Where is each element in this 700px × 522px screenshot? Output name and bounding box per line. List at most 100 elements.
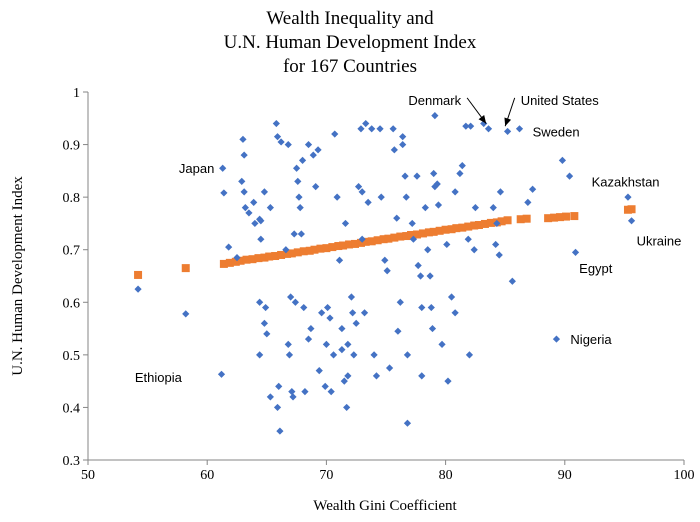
data-point: [433, 180, 441, 188]
data-point: [233, 254, 241, 262]
data-point: [260, 188, 269, 196]
data-point: [257, 217, 265, 225]
trend-point: [424, 228, 433, 237]
trend-point: [550, 213, 559, 222]
trend-point: [412, 230, 421, 239]
data-point: [266, 204, 274, 212]
data-point: [396, 298, 404, 306]
trend-point: [260, 253, 269, 262]
trend-point: [305, 246, 314, 255]
trend-point: [334, 242, 343, 251]
data-point: [287, 293, 295, 301]
data-point: [277, 138, 285, 146]
data-point: [489, 204, 497, 212]
data-point: [304, 140, 313, 149]
data-point: [289, 393, 297, 401]
data-point: [515, 125, 524, 133]
data-point: [403, 419, 412, 427]
annotation-label: Denmark: [408, 93, 461, 108]
data-point: [496, 188, 505, 196]
data-point: [350, 351, 358, 359]
data-point: [285, 351, 294, 359]
data-point: [338, 324, 346, 333]
trend-point: [503, 216, 512, 225]
data-point: [358, 188, 366, 196]
trend-point: [516, 215, 525, 224]
trend-point: [361, 237, 370, 246]
trend-point: [271, 252, 280, 261]
trend-point: [134, 270, 143, 279]
trend-point: [181, 264, 190, 273]
data-point: [399, 133, 407, 141]
trend-point: [345, 240, 354, 249]
y-axis-ticks: 0.3 0.4 0.5 0.6 0.7 0.8 0.9 1: [63, 86, 88, 469]
annotation-arrowhead: [504, 117, 512, 127]
data-point: [430, 169, 438, 178]
data-point: [326, 314, 334, 322]
annotation-label: Egypt: [579, 261, 613, 276]
data-point: [282, 246, 290, 254]
data-point: [408, 219, 416, 228]
data-point: [307, 324, 315, 333]
data-point: [370, 351, 378, 359]
data-point: [256, 351, 264, 359]
x-tick-label: 50: [81, 468, 95, 483]
annotation-label: United States: [521, 93, 600, 108]
data-point: [322, 340, 330, 348]
data-point: [309, 151, 317, 159]
trend-point: [379, 235, 388, 244]
trend-point: [351, 239, 360, 248]
data-point: [276, 427, 284, 435]
data-point: [444, 377, 452, 385]
data-point: [438, 340, 446, 348]
data-point: [416, 272, 425, 280]
trend-point: [497, 217, 506, 226]
data-point: [571, 248, 580, 256]
annotation-label: Ethiopia: [135, 370, 183, 385]
data-point: [314, 146, 322, 154]
data-point: [304, 335, 313, 343]
data-point: [529, 185, 537, 193]
data-point: [347, 293, 356, 301]
data-point: [296, 204, 304, 212]
annotation-arrowhead: [478, 115, 487, 124]
y-tick-label: 0.9: [63, 139, 81, 154]
trend-point: [402, 232, 411, 241]
y-axis-title: U.N. Human Development Index: [10, 176, 26, 376]
x-axis-title: Wealth Gini Coefficient: [313, 498, 457, 514]
trend-point: [627, 205, 636, 214]
x-tick-label: 100: [674, 468, 695, 483]
data-point: [424, 246, 432, 254]
annotation-label: Nigeria: [570, 332, 612, 347]
data-point: [288, 388, 296, 396]
trend-point: [390, 233, 399, 242]
trend-point: [322, 244, 331, 253]
data-point: [273, 133, 282, 141]
data-point: [335, 256, 344, 264]
data-point: [443, 240, 451, 249]
data-point: [493, 219, 501, 228]
data-point: [340, 377, 348, 385]
data-point: [219, 164, 227, 172]
y-tick-label: 1: [73, 86, 80, 101]
data-point: [394, 327, 402, 335]
data-point: [434, 201, 443, 209]
chart-title-line-3: for 167 Countries: [283, 56, 417, 77]
data-point: [182, 310, 190, 318]
data-point: [456, 169, 464, 178]
trend-point: [248, 255, 257, 264]
data-point: [298, 156, 307, 164]
data-point: [503, 127, 512, 136]
trend-point: [522, 214, 531, 223]
data-point: [257, 235, 265, 243]
x-axis-ticks: 50 60 70 80 90 100: [81, 460, 695, 483]
trend-point: [265, 252, 274, 261]
data-point: [338, 346, 346, 354]
data-point: [251, 219, 259, 228]
trend-point: [464, 222, 473, 231]
data-point: [364, 198, 372, 206]
y-tick-label: 0.7: [63, 244, 81, 259]
data-point: [284, 340, 292, 348]
data-point: [495, 251, 503, 259]
data-point: [414, 261, 422, 270]
